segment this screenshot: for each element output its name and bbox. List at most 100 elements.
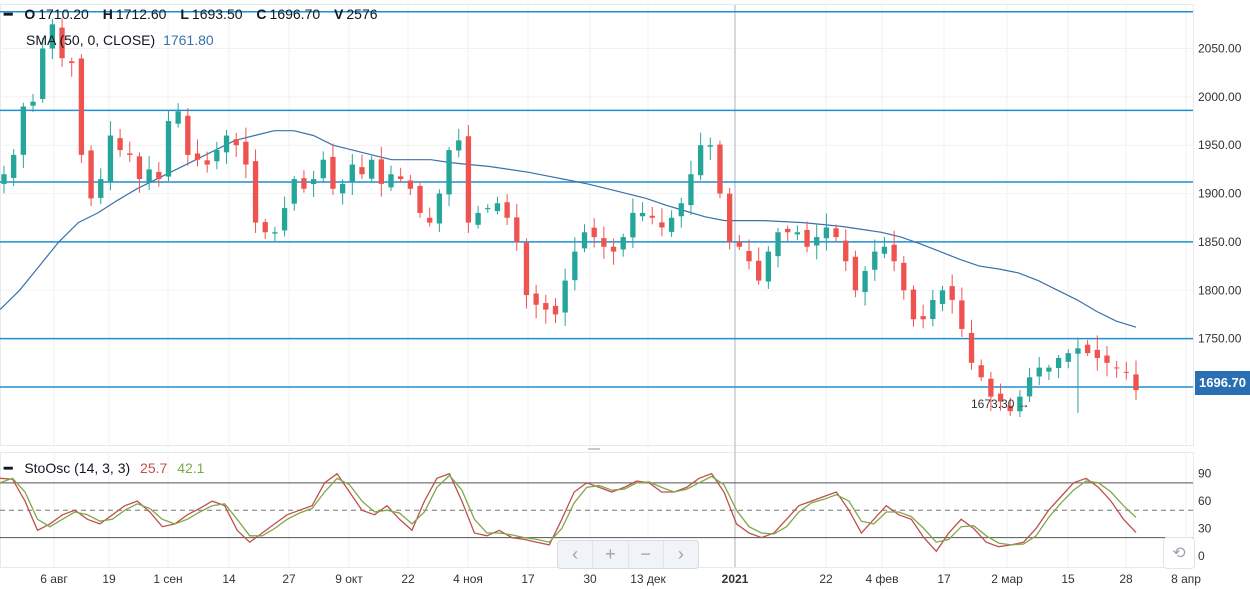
candle-body xyxy=(562,280,568,313)
candle-body xyxy=(59,27,65,59)
candle-body xyxy=(388,174,394,188)
candle-body xyxy=(1104,355,1110,363)
candle-body xyxy=(214,150,220,162)
collapse-dash-icon[interactable]: ━ xyxy=(4,460,13,476)
x-tick-label: 15 xyxy=(1061,572,1075,586)
stoch-d-line xyxy=(0,474,1137,546)
candle-body xyxy=(891,244,897,262)
candle-body xyxy=(330,156,336,189)
candle-body xyxy=(301,178,307,189)
candle-body xyxy=(630,212,636,238)
low-value: 1693.50 xyxy=(191,6,243,22)
low-annotation-value: 1673.30 xyxy=(971,397,1015,411)
candle-body xyxy=(726,193,733,242)
candle-body xyxy=(997,393,1004,402)
candle-body xyxy=(127,153,133,155)
sma-label: SMA (50, 0, CLOSE) xyxy=(26,32,156,48)
candle-body xyxy=(1007,405,1013,412)
candle-body xyxy=(1046,367,1052,372)
candle-body xyxy=(11,154,17,178)
y-tick-label: 1800.00 xyxy=(1198,283,1242,297)
candle-body xyxy=(910,289,917,320)
x-tick-label: 2 мар xyxy=(991,572,1023,586)
x-tick-label: 17 xyxy=(521,572,535,586)
candle-body xyxy=(649,215,655,218)
last-price-tag: 1696.70 xyxy=(1195,371,1250,395)
candle-body xyxy=(175,111,181,124)
candle-body xyxy=(852,256,859,291)
candle-body xyxy=(1,174,7,184)
candle-body xyxy=(223,135,230,153)
candle-body xyxy=(349,164,355,182)
zoom-in-icon[interactable]: + xyxy=(593,541,629,568)
candle-body xyxy=(804,230,810,247)
stoch-d-value: 42.1 xyxy=(177,460,205,476)
candle-body xyxy=(494,203,501,212)
close-value: 1696.70 xyxy=(269,6,321,22)
low-annotation: 1673.30 → xyxy=(971,397,1030,411)
candle-body xyxy=(572,251,578,281)
sma-legend[interactable]: SMA (50, 0, CLOSE) 1761.80 xyxy=(26,32,214,48)
candle-body xyxy=(136,156,143,180)
candle-body xyxy=(165,121,172,177)
x-tick-label: 19 xyxy=(102,572,116,586)
x-tick-label: 8 апр xyxy=(1171,572,1201,586)
candle-body xyxy=(843,240,849,262)
candle-body xyxy=(436,193,443,224)
candle-body xyxy=(968,332,975,363)
candle-body xyxy=(194,153,201,160)
collapse-dash-icon[interactable]: ━ xyxy=(4,6,13,22)
candle-body xyxy=(320,159,326,179)
volume-key: V xyxy=(334,6,344,22)
stoch-k-line xyxy=(0,472,1137,553)
candle-body xyxy=(504,202,510,218)
x-tick-label: 14 xyxy=(222,572,236,586)
candle-body xyxy=(310,179,317,184)
zoom-out-icon[interactable]: − xyxy=(629,541,664,568)
high-key: H xyxy=(102,6,113,22)
candle-body xyxy=(88,150,94,199)
candle-body xyxy=(775,232,781,257)
candle-body xyxy=(40,48,46,99)
candle-body xyxy=(1036,367,1042,377)
candle-body xyxy=(881,246,888,254)
candle-body xyxy=(659,222,665,228)
chevron-right-icon[interactable]: › xyxy=(677,544,684,564)
candle-body xyxy=(514,217,520,242)
candle-body xyxy=(1026,377,1033,397)
candle-body xyxy=(785,228,791,233)
x-tick-label: 1 сен xyxy=(153,572,182,586)
candle-body xyxy=(697,145,704,176)
candle-body xyxy=(717,144,723,194)
y-tick-label: 1750.00 xyxy=(1198,332,1242,346)
candle-body xyxy=(272,232,278,234)
low-key: L xyxy=(180,6,189,22)
candle-body xyxy=(920,316,926,320)
candle-body xyxy=(1084,344,1091,354)
candle-body xyxy=(446,150,452,195)
stoch-legend[interactable]: ━ StoOsc (14, 3, 3) 25.7 42.1 xyxy=(4,460,204,477)
reset-icon[interactable]: ⟲ xyxy=(1163,537,1195,569)
y-tick-label: 2000.00 xyxy=(1198,90,1242,104)
candle-body xyxy=(639,212,646,217)
candle-body xyxy=(1075,348,1081,354)
candle-body xyxy=(359,167,365,175)
x-tick-label: 22 xyxy=(401,572,415,586)
high-value: 1712.60 xyxy=(115,6,167,22)
x-tick-label: 17 xyxy=(937,572,951,586)
candle-body xyxy=(98,179,104,198)
candle-body xyxy=(465,136,472,223)
candle-body xyxy=(1133,374,1139,391)
chevron-left-icon[interactable]: ‹ xyxy=(558,541,594,568)
candle-body xyxy=(49,24,56,49)
osc-y-tick-label: 0 xyxy=(1198,549,1205,563)
candle-body xyxy=(185,115,191,155)
osc-y-tick-label: 60 xyxy=(1198,494,1212,508)
candle-body xyxy=(475,212,481,225)
candle-body xyxy=(1055,357,1062,369)
candle-body xyxy=(1094,349,1100,358)
candle-body xyxy=(610,246,617,252)
candle-body xyxy=(1065,353,1071,362)
candle-body xyxy=(69,61,75,64)
